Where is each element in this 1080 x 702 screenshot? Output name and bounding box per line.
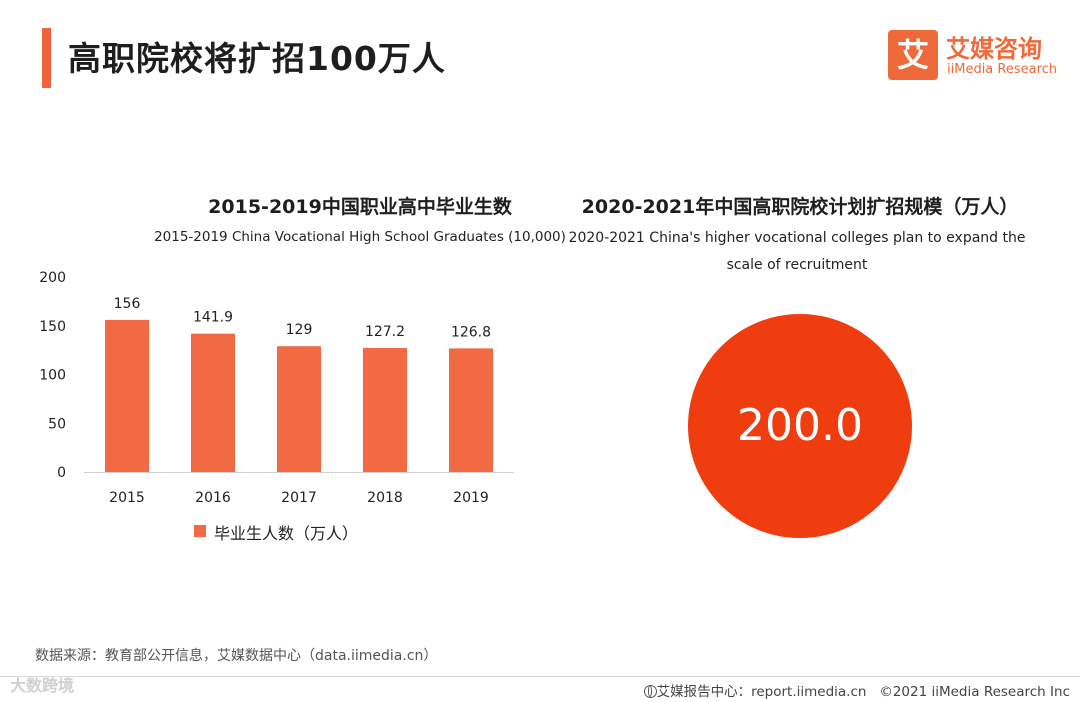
y-tick-label: 50	[48, 416, 66, 432]
y-tick-label: 150	[39, 319, 66, 335]
logo-text-cn: 艾媒咨询	[946, 35, 1042, 63]
bar	[277, 346, 321, 472]
bar	[191, 333, 235, 472]
footer: 艾媒报告中心：report.iimedia.cn ©2021 iiMedia R…	[643, 680, 1070, 700]
legend-swatch	[194, 525, 206, 537]
data-label: 127.2	[365, 324, 405, 340]
x-tick-label: 2019	[453, 490, 489, 506]
data-label: 156	[114, 296, 141, 312]
bar	[105, 319, 149, 472]
page-title: 高职院校将扩招100万人	[68, 39, 446, 78]
bar	[449, 348, 493, 472]
bar-chart-title: 2015-2019中国职业高中毕业生数	[208, 196, 512, 218]
x-tick-label: 2015	[109, 490, 145, 506]
data-source-note: 数据来源：教育部公开信息，艾媒数据中心（data.iimedia.cn）	[35, 648, 438, 664]
x-tick-label: 2017	[281, 490, 317, 506]
x-tick-label: 2018	[367, 490, 403, 506]
expansion-value-circle: 200.0	[688, 314, 912, 538]
report-center-link[interactable]: 艾媒报告中心：report.iimedia.cn	[656, 684, 867, 700]
data-label: 141.9	[193, 310, 233, 326]
data-label: 126.8	[451, 324, 491, 340]
y-tick-label: 100	[39, 368, 66, 384]
expansion-subtitle: 2020-2021 China's higher vocational coll…	[568, 230, 1026, 273]
logo-mark: 艾	[888, 30, 938, 80]
y-tick-label: 200	[39, 270, 66, 286]
data-label: 129	[286, 322, 313, 338]
title-accent-bar	[42, 28, 51, 88]
x-tick-label: 2016	[195, 490, 231, 506]
footer-divider	[0, 676, 1080, 677]
iimedia-logo: 艾 艾媒咨询 iiMedia Research	[888, 29, 1058, 81]
logo-text-en: iiMedia Research	[947, 62, 1058, 77]
copyright: ©2021 iiMedia Research Inc	[879, 684, 1070, 700]
bar-chart-subtitle: 2015-2019 China Vocational High School G…	[154, 229, 566, 245]
bar-chart: 0 50 100 150 200 156 2015 141.9 2016 129 2017 127.2…	[39, 270, 514, 506]
y-tick-label: 0	[57, 465, 66, 481]
watermark: 大数跨境	[10, 676, 75, 695]
bar	[363, 347, 407, 472]
expansion-title: 2020-2021年中国高职院校计划扩招规模（万人）	[581, 196, 1019, 218]
globe-icon	[643, 685, 657, 698]
legend-label: 毕业生人数（万人）	[214, 524, 359, 543]
